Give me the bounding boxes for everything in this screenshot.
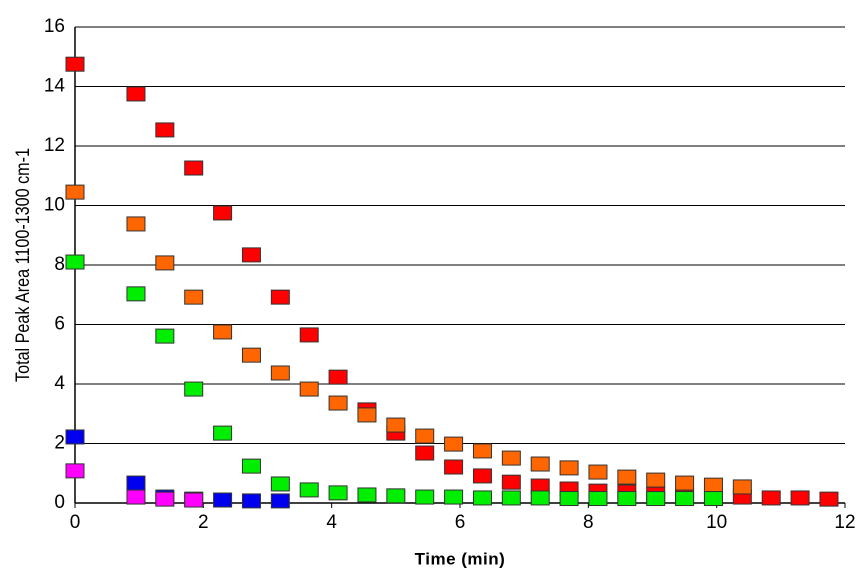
marker <box>65 56 85 72</box>
marker <box>213 492 233 508</box>
y-tick-label: 14 <box>44 76 66 97</box>
y-tick-label: 16 <box>44 16 65 37</box>
y-tick-label: 12 <box>44 135 65 156</box>
marker <box>703 491 723 507</box>
marker <box>126 86 146 102</box>
marker <box>703 477 723 493</box>
marker <box>588 491 608 507</box>
marker <box>501 450 521 466</box>
marker <box>155 122 175 138</box>
marker <box>386 488 406 504</box>
marker <box>270 493 290 509</box>
marker <box>299 327 319 343</box>
marker <box>501 490 521 506</box>
marker <box>444 459 464 475</box>
x-axis-title: Time (min) <box>415 549 506 568</box>
marker <box>472 468 492 484</box>
marker <box>241 458 261 474</box>
marker <box>299 381 319 397</box>
marker <box>184 492 204 508</box>
marker <box>444 489 464 505</box>
y-tick-label: 6 <box>54 314 65 335</box>
x-tick-label: 12 <box>834 512 855 533</box>
marker <box>386 417 406 433</box>
marker <box>65 463 85 479</box>
marker <box>126 489 146 505</box>
marker <box>270 289 290 305</box>
marker <box>732 479 752 495</box>
marker <box>184 160 204 176</box>
marker <box>415 428 435 444</box>
marker <box>213 205 233 221</box>
marker <box>126 216 146 232</box>
marker <box>65 184 85 200</box>
marker <box>126 286 146 302</box>
marker <box>155 491 175 507</box>
marker <box>761 490 781 506</box>
marker <box>328 485 348 501</box>
marker <box>270 476 290 492</box>
marker <box>646 491 666 507</box>
marker <box>357 407 377 423</box>
marker <box>270 365 290 381</box>
marker <box>328 395 348 411</box>
marker <box>299 482 319 498</box>
x-tick-label: 8 <box>583 512 594 533</box>
marker <box>530 490 550 506</box>
x-tick-label: 4 <box>326 512 337 533</box>
marker <box>357 487 377 503</box>
marker <box>65 429 85 445</box>
marker <box>241 493 261 509</box>
x-tick-label: 0 <box>70 512 81 533</box>
marker <box>501 474 521 490</box>
marker <box>588 464 608 480</box>
marker <box>65 254 85 270</box>
marker <box>646 472 666 488</box>
y-axis-title: Total Peak Area 1100-1300 cm-1 <box>12 148 34 382</box>
marker <box>126 475 146 491</box>
marker <box>328 369 348 385</box>
marker <box>617 491 637 507</box>
marker <box>184 381 204 397</box>
marker <box>559 491 579 507</box>
marker <box>155 328 175 344</box>
marker <box>675 475 695 491</box>
marker <box>415 445 435 461</box>
marker <box>155 255 175 271</box>
marker <box>241 347 261 363</box>
x-tick-label: 6 <box>455 512 466 533</box>
marker <box>617 469 637 485</box>
marker <box>213 324 233 340</box>
marker <box>559 460 579 476</box>
x-tick-label: 2 <box>198 512 209 533</box>
y-tick-label: 2 <box>54 433 65 454</box>
marker <box>213 425 233 441</box>
marker <box>444 436 464 452</box>
marker <box>530 456 550 472</box>
x-tick-label: 10 <box>706 512 727 533</box>
y-tick-label: 4 <box>54 373 65 394</box>
marker <box>241 247 261 263</box>
marker <box>415 489 435 505</box>
marker <box>472 490 492 506</box>
marker <box>819 491 839 507</box>
y-tick-label: 0 <box>54 492 65 513</box>
y-tick-label: 8 <box>54 254 65 275</box>
marker <box>790 490 810 506</box>
marker <box>472 443 492 459</box>
y-tick-label: 10 <box>44 195 65 216</box>
marker <box>675 491 695 507</box>
marker <box>184 289 204 305</box>
